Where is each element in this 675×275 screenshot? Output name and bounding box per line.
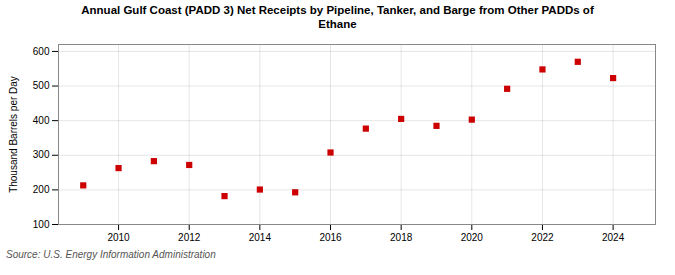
svg-text:Thousand Barrels per Day: Thousand Barrels per Day xyxy=(8,76,19,193)
html-text:Source: U.S. Energy Informatio: Source: U.S. Energy Information Administ… xyxy=(6,248,216,260)
svg-text:200: 200 xyxy=(33,184,50,195)
svg-text:2024: 2024 xyxy=(602,231,625,242)
svg-text:300: 300 xyxy=(33,149,50,160)
html-text:Annual Gulf Coast (PADD 3) Net: Annual Gulf Coast (PADD 3) Net Receipts … xyxy=(81,4,594,30)
svg-text:2012: 2012 xyxy=(178,231,201,242)
svg-text:2018: 2018 xyxy=(390,231,413,242)
svg-text:2010: 2010 xyxy=(107,231,130,242)
svg-text:600: 600 xyxy=(33,45,50,56)
svg-text:100: 100 xyxy=(33,218,50,229)
svg-text:400: 400 xyxy=(33,114,50,125)
svg-text:2020: 2020 xyxy=(461,231,484,242)
svg-text:2016: 2016 xyxy=(319,231,342,242)
svg-text:2022: 2022 xyxy=(531,231,554,242)
svg-text:2014: 2014 xyxy=(249,231,272,242)
svg-text:500: 500 xyxy=(33,80,50,91)
